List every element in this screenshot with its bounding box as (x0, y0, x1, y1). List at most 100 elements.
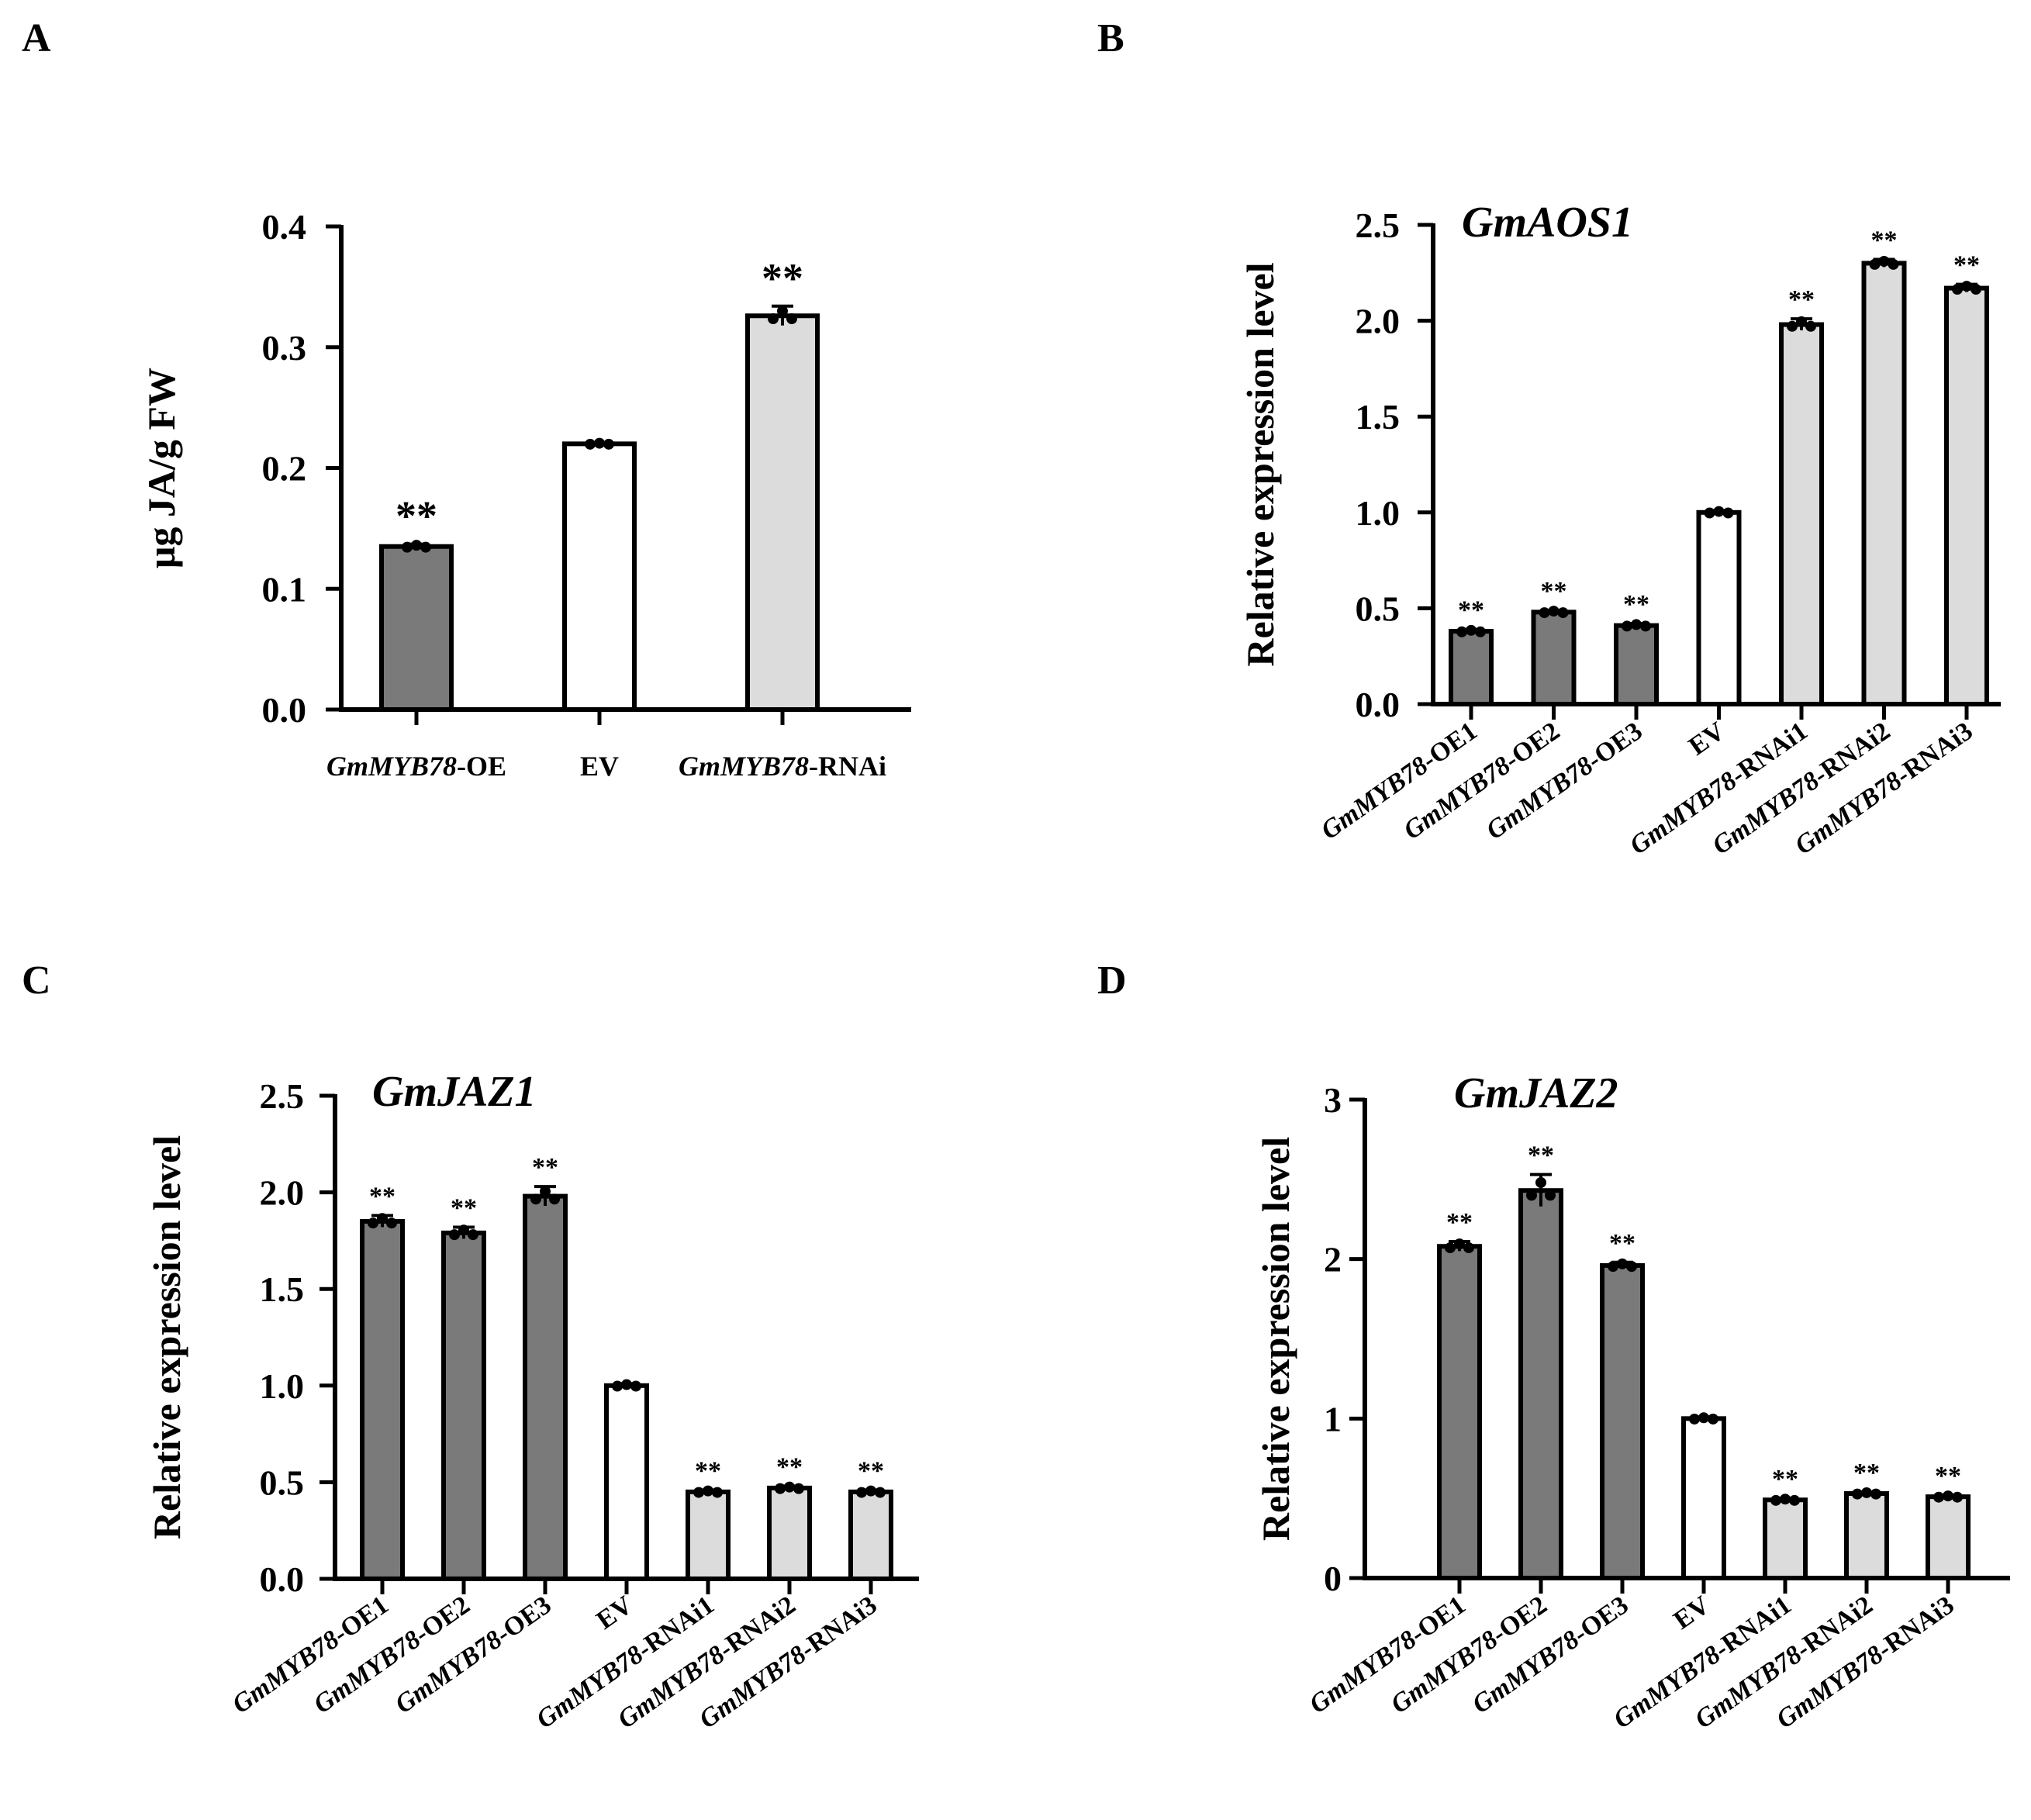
y-tick-label: 1.5 (260, 1269, 305, 1309)
bar (379, 544, 454, 712)
category-suffix: -RNAi3 (1891, 717, 1978, 789)
data-point (468, 1229, 478, 1241)
significance-label: ** (1458, 596, 1484, 625)
y-tick-label: 2 (1324, 1240, 1342, 1280)
significance-label: ** (1772, 1465, 1798, 1494)
data-point (1557, 607, 1569, 619)
y-tick-label: 1 (1324, 1399, 1342, 1438)
category-label: EV (1669, 1590, 1715, 1635)
bar (604, 1383, 649, 1582)
bar (848, 1489, 893, 1581)
data-point (1713, 506, 1725, 517)
data-point (549, 1193, 560, 1205)
data-point (1689, 1413, 1700, 1425)
category-suffix: -OE2 (409, 1590, 475, 1649)
significance-label: ** (858, 1456, 884, 1485)
data-point (1708, 1413, 1718, 1425)
data-point (585, 438, 596, 450)
data-point (458, 1224, 469, 1236)
data-point (1869, 258, 1881, 270)
bar (1531, 610, 1577, 706)
category-suffix: -OE1 (1417, 717, 1483, 775)
data-point (368, 1217, 378, 1229)
y-axis-label: μg JA/g FW (140, 368, 183, 568)
panel-label-d: D (1097, 958, 1127, 1003)
significance-label: ** (451, 1193, 477, 1222)
significance-label: ** (1853, 1459, 1880, 1487)
significance-label: ** (776, 1452, 803, 1481)
data-point (793, 1483, 804, 1494)
data-point (1770, 1494, 1781, 1506)
data-point (1631, 619, 1642, 630)
data-point (1466, 624, 1477, 636)
data-point (1526, 1190, 1537, 1201)
data-point (786, 313, 797, 324)
y-tick-label: 0.0 (262, 690, 307, 730)
data-point (1608, 1261, 1618, 1273)
category-suffix: -OE2 (1487, 1590, 1553, 1649)
chart-c: 0.0 0.5 1.0 1.5 2.0 2.5 Relative expression le… (145, 1068, 919, 1734)
chart-title: GmJAZ1 (372, 1068, 537, 1116)
significance-label: ** (1935, 1462, 1961, 1490)
category-gene: GmMYB78 (326, 751, 457, 782)
data-point (1445, 1242, 1456, 1254)
data-point (1698, 1412, 1709, 1424)
data-point (1933, 1491, 1944, 1503)
data-point (1943, 1490, 1953, 1502)
category-suffix: -OE3 (1582, 717, 1648, 775)
bar (523, 1193, 568, 1581)
data-point (856, 1487, 867, 1498)
data-point (1456, 626, 1467, 637)
bar (1696, 509, 1742, 706)
data-point (1722, 507, 1734, 519)
category-suffix: -OE3 (1568, 1590, 1634, 1649)
y-tick-label: 0.4 (262, 207, 307, 247)
data-point (1971, 284, 1981, 295)
data-point (630, 1380, 641, 1392)
chart-b: 0.0 0.5 1.0 1.5 2.0 2.5 Relative expression le… (1238, 199, 2001, 860)
data-point (1952, 284, 1963, 295)
y-axis-label: Relative expression level (1254, 1137, 1297, 1541)
category-label: GmMYB78-RNAi (679, 751, 886, 782)
chart-title: GmAOS1 (1462, 199, 1633, 247)
data-point (1852, 1488, 1863, 1500)
data-point (1888, 258, 1899, 270)
significance-label: ** (1623, 590, 1649, 619)
data-point (712, 1487, 723, 1498)
data-point (1548, 606, 1560, 617)
category-label: GmMYB78-OE (326, 751, 506, 782)
panel-label-b: B (1097, 16, 1124, 60)
category-suffix: EV (580, 751, 619, 782)
bar (745, 313, 820, 712)
y-tick-label: 0.5 (260, 1463, 305, 1502)
category-suffix: -OE (457, 751, 506, 782)
data-point (540, 1186, 551, 1197)
data-point (1539, 607, 1550, 619)
data-point (1961, 281, 1972, 292)
y-tick-label: 0.1 (262, 569, 307, 609)
y-tick-label: 2.0 (1356, 302, 1401, 341)
bar (1614, 623, 1659, 707)
significance-label: ** (1871, 226, 1898, 254)
data-point (1789, 1494, 1800, 1506)
data-point (411, 540, 422, 551)
data-point (1640, 620, 1651, 632)
data-point (603, 438, 614, 450)
bar (686, 1489, 731, 1581)
bar (1926, 1494, 1971, 1580)
significance-label: ** (762, 255, 803, 302)
bar (1600, 1262, 1645, 1580)
data-point (612, 1380, 623, 1392)
bar (441, 1230, 486, 1581)
data-point (875, 1487, 886, 1498)
y-tick-label: 0.0 (1356, 685, 1401, 724)
chart-a: 0.00.10.20.30.4μg JA/g FW **GmMYB78-OE EV*… (140, 207, 911, 782)
category-suffix: EV (1669, 1590, 1715, 1635)
data-point (1861, 1487, 1872, 1498)
data-point (1622, 620, 1632, 632)
significance-label: ** (395, 493, 437, 540)
y-tick-label: 2.5 (1356, 205, 1401, 245)
category-label: EV (592, 1590, 638, 1635)
